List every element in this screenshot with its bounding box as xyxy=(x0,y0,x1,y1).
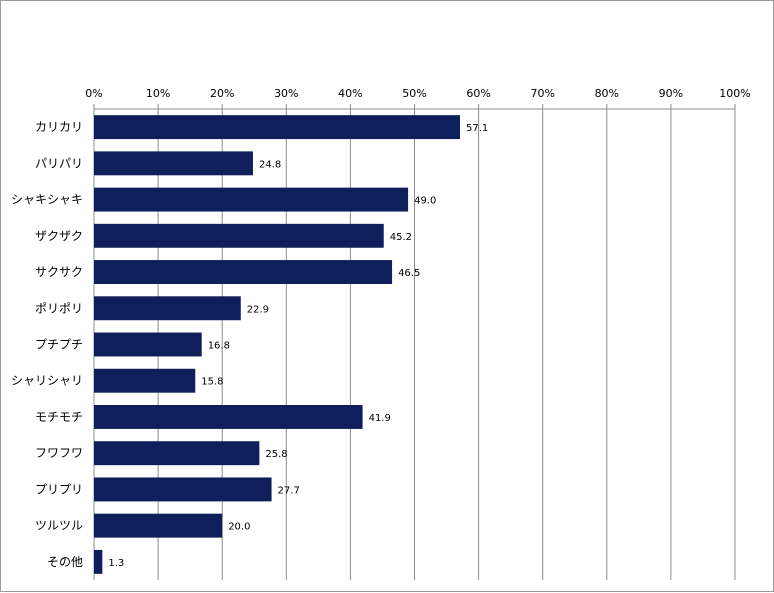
category-label: ポリポリ xyxy=(35,301,83,315)
bar xyxy=(94,549,103,574)
bar xyxy=(94,332,202,357)
bar xyxy=(94,513,223,538)
data-label: 15.8 xyxy=(201,377,223,388)
x-tick-label: 80% xyxy=(595,87,619,100)
x-tick-label: 100% xyxy=(719,87,750,100)
bar xyxy=(94,405,363,429)
category-label: モチモチ xyxy=(35,410,83,424)
x-axis-ticks: 0% 10% 20% 30% 40% 50% 60% 70% 80% 90% 100% xyxy=(85,87,751,110)
x-tick-label: 10% xyxy=(146,87,170,100)
data-labels: 57.1 24.8 49.0 45.2 46.5 22.9 16.8 15.8 41.9 25.8… xyxy=(108,123,488,569)
category-label: シャキシャキ xyxy=(11,193,83,207)
category-label: サクサク xyxy=(35,265,83,279)
x-tick-label: 40% xyxy=(338,87,362,100)
data-label: 1.3 xyxy=(108,558,124,569)
bar xyxy=(94,223,384,248)
data-label: 57.1 xyxy=(466,123,488,134)
data-label: 46.5 xyxy=(398,268,420,279)
bar xyxy=(94,477,272,502)
bar xyxy=(94,296,241,321)
data-label: 45.2 xyxy=(390,232,412,243)
x-tick-label: 20% xyxy=(210,87,234,100)
bar xyxy=(94,260,393,284)
data-label: 16.8 xyxy=(208,341,230,352)
bar xyxy=(94,115,461,140)
category-label: パリパリ xyxy=(35,156,83,170)
category-label: その他 xyxy=(47,555,83,569)
bar xyxy=(94,151,253,176)
category-label: ツルツル xyxy=(35,519,83,533)
x-tick-label: 30% xyxy=(274,87,298,100)
data-label: 41.9 xyxy=(369,413,391,424)
category-label: ザクザク xyxy=(35,229,83,243)
category-labels: カリカリパリパリシャキシャキザクザクサクサクポリポリプチプチシャリシャリモチモチ… xyxy=(11,120,83,569)
category-label: フワフワ xyxy=(35,446,83,460)
gridlines xyxy=(93,109,736,580)
bar xyxy=(94,368,196,393)
data-label: 24.8 xyxy=(259,159,281,170)
bar xyxy=(94,187,409,212)
data-label: 20.0 xyxy=(228,522,250,533)
x-tick-label: 70% xyxy=(530,87,554,100)
data-label: 49.0 xyxy=(414,196,436,207)
bar xyxy=(94,441,260,466)
data-label: 27.7 xyxy=(278,485,300,496)
data-label: 25.8 xyxy=(265,449,287,460)
x-tick-label: 0% xyxy=(85,87,102,100)
category-label: プチプチ xyxy=(35,338,83,352)
x-tick-label: 60% xyxy=(466,87,490,100)
bars xyxy=(94,115,461,574)
data-label: 22.9 xyxy=(247,304,269,315)
category-label: シャリシャリ xyxy=(11,374,83,388)
x-tick-label: 90% xyxy=(659,87,683,100)
category-label: カリカリ xyxy=(35,120,83,134)
x-tick-label: 50% xyxy=(402,87,426,100)
category-label: プリプリ xyxy=(35,482,83,496)
